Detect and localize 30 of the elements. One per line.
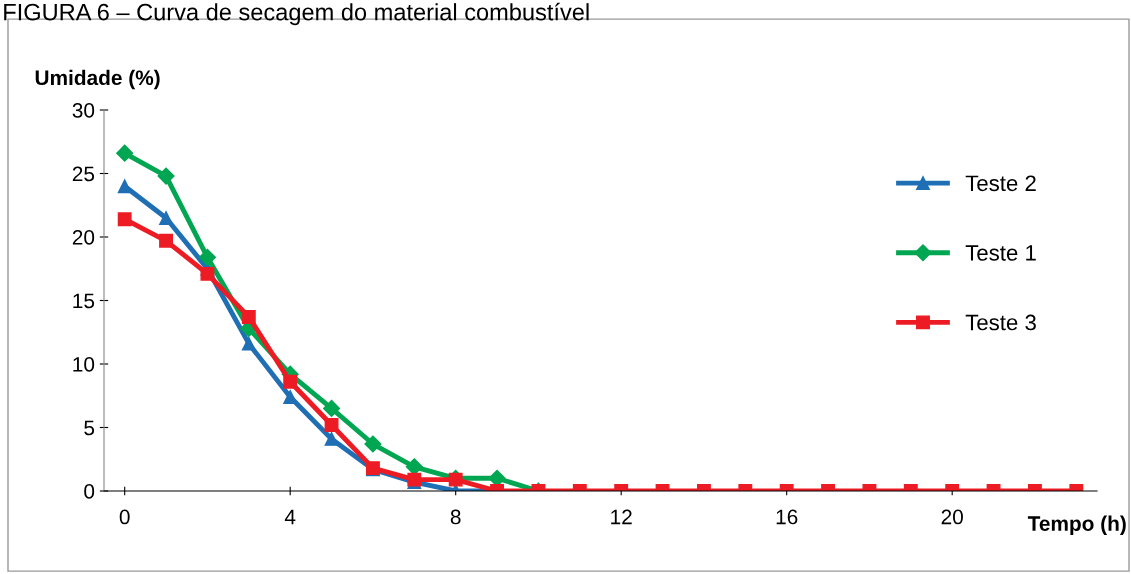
legend-label: Teste 1 [965, 245, 1036, 261]
y-tick-label: 10 [73, 357, 95, 372]
y-tick-label: 20 [72, 230, 95, 245]
point [241, 336, 256, 351]
legend-label: Teste 2 [965, 175, 1036, 192]
x-tick-label: 0 [119, 509, 130, 525]
y-tick-label: 25 [72, 166, 95, 182]
chart-title: FIGURA 6 – Curva de secagem do material combustível [4, 2, 589, 26]
legend-label: Teste 3 [965, 314, 1036, 331]
point [198, 248, 216, 266]
point [241, 310, 256, 324]
point [159, 211, 174, 225]
y-axis-title: Umidade (%) [35, 69, 160, 90]
y-tick-label: 0 [84, 484, 95, 499]
x-tick-label: 16 [776, 509, 798, 525]
y-tick-label: 15 [73, 293, 95, 309]
x-tick-label: 8 [450, 509, 461, 525]
point [283, 374, 298, 389]
point [157, 167, 175, 185]
point [117, 179, 132, 194]
x-tick-label: 12 [611, 509, 632, 525]
point [159, 233, 174, 248]
point [117, 212, 132, 227]
y-tick-label: 5 [84, 420, 95, 436]
point [200, 266, 215, 281]
point [116, 144, 134, 162]
y-tick-label: 30 [72, 103, 95, 118]
x-axis-title: Tempo (h) [1027, 515, 1126, 535]
x-tick-label: 4 [284, 509, 296, 525]
x-tick-label: 20 [941, 509, 963, 525]
